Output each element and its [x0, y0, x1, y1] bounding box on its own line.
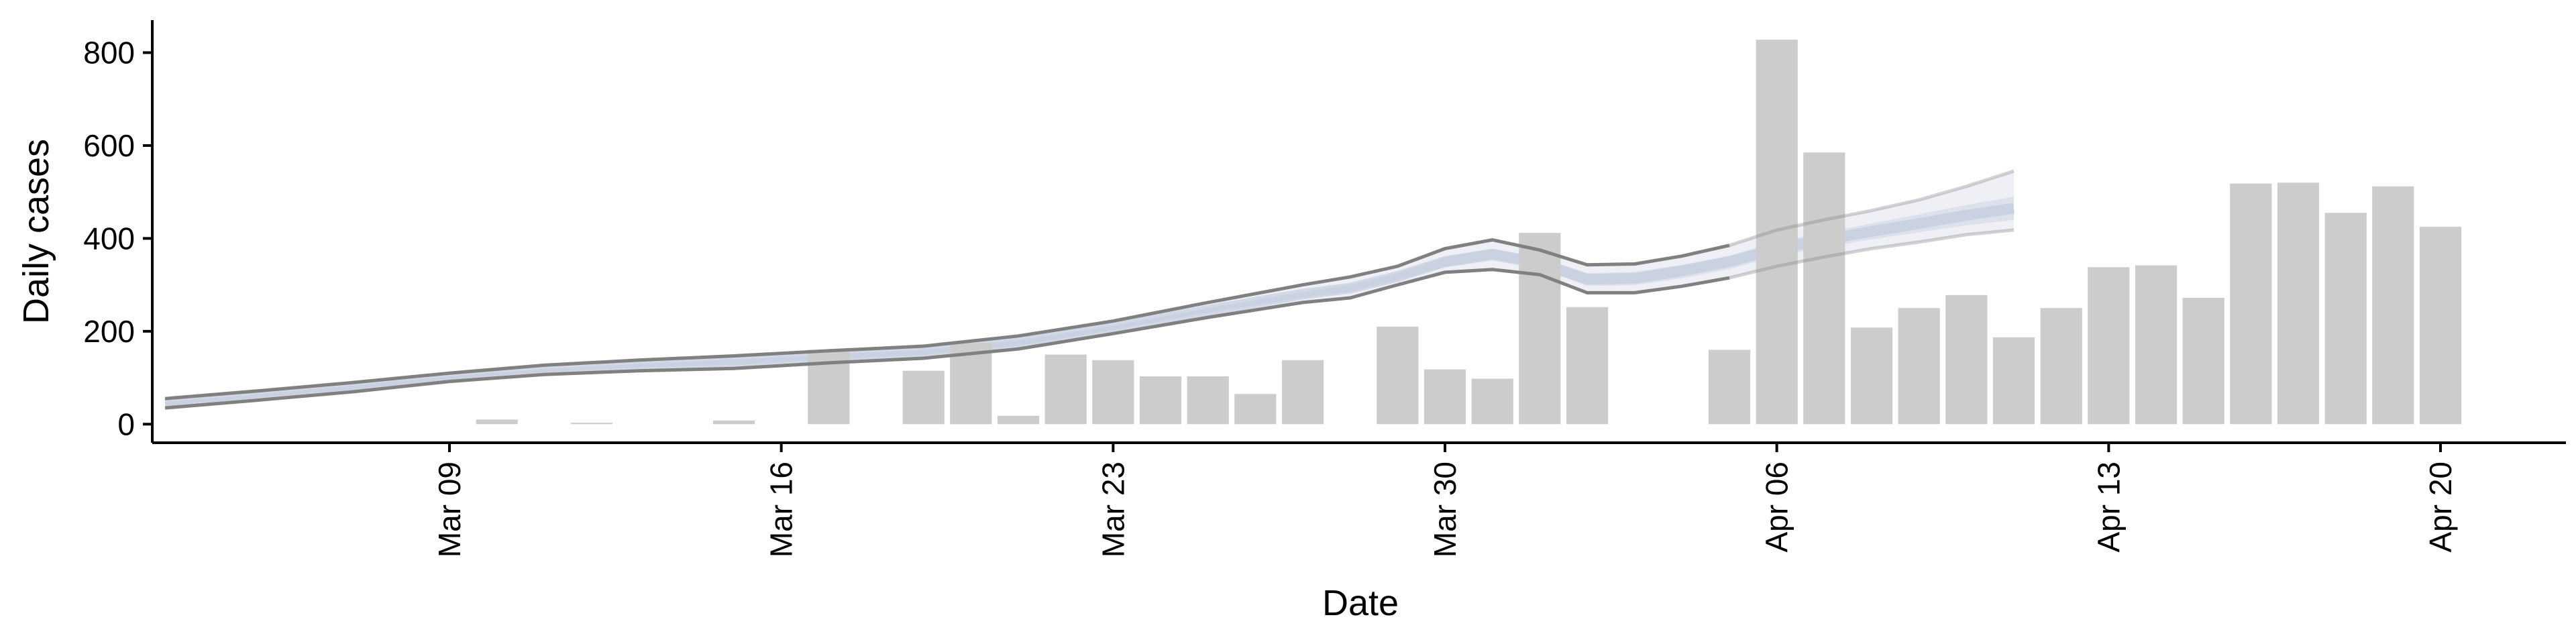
daily-case-bar — [2230, 183, 2272, 425]
ci-upper-projection-line — [1729, 169, 2015, 248]
daily-case-bar — [1708, 350, 1751, 425]
daily-case-bar — [2135, 265, 2178, 425]
daily-case-bar — [2324, 213, 2367, 425]
y-axis-ticks: 0 200 400 600 800 — [83, 35, 152, 441]
y-tick-label: 600 — [83, 128, 135, 163]
estimate-bound-lines — [164, 169, 2015, 410]
daily-case-bar — [1139, 376, 1182, 425]
ci-upper-line — [164, 237, 1730, 400]
daily-case-bar — [1850, 327, 1893, 425]
y-axis-title: Daily cases — [16, 139, 56, 324]
daily-case-bar — [2419, 227, 2462, 425]
x-tick-label: Apr 06 — [1760, 462, 1794, 553]
x-tick-label: Mar 09 — [432, 462, 467, 557]
daily-case-bar — [1281, 360, 1324, 425]
daily-case-bar — [997, 415, 1040, 425]
daily-case-bar — [1234, 394, 1277, 425]
daily-case-bar — [2040, 308, 2082, 425]
daily-case-bar — [1803, 152, 1845, 425]
daily-case-bar — [1898, 308, 1940, 425]
x-axis-title: Date — [1322, 583, 1399, 623]
daily-case-bar — [712, 420, 755, 425]
y-tick-label: 800 — [83, 35, 135, 70]
y-tick-label: 0 — [117, 407, 135, 441]
daily-case-bar — [2182, 298, 2224, 425]
daily-case-bar — [1471, 378, 1513, 425]
x-tick-label: Mar 30 — [1428, 462, 1462, 557]
ci-lower-line — [164, 268, 1730, 410]
daily-case-bar — [1756, 40, 1798, 425]
daily-case-bar — [1092, 360, 1134, 425]
daily-case-bar — [1377, 326, 1419, 425]
daily-case-bar — [1945, 294, 1988, 425]
daily-case-bar — [476, 419, 518, 425]
median-estimate-line — [164, 203, 2015, 409]
daily-case-bar — [570, 423, 613, 425]
x-axis-ticks: Mar 09 Mar 16 Mar 23 Mar 30 Apr 06 Apr 13 Apr … — [432, 443, 2458, 557]
axes — [151, 20, 2566, 444]
daily-case-bars — [476, 40, 2462, 425]
daily-case-bar — [902, 370, 945, 425]
x-tick-label: Mar 23 — [1095, 462, 1130, 557]
daily-case-bar — [1519, 233, 1561, 425]
daily-case-bar — [2088, 267, 2130, 425]
x-tick-label: Apr 13 — [2091, 462, 2126, 553]
ci-lower-projection-line — [1729, 228, 2015, 280]
daily-case-bar — [2277, 182, 2320, 425]
daily-case-bar — [1992, 337, 2035, 425]
x-tick-label: Mar 16 — [764, 462, 799, 557]
daily-case-bar — [1424, 369, 1466, 425]
daily-case-bar — [1187, 376, 1229, 425]
y-tick-label: 400 — [83, 221, 135, 256]
y-tick-label: 200 — [83, 314, 135, 349]
daily-case-bar — [2372, 186, 2414, 425]
daily-case-bar — [1566, 307, 1609, 425]
x-tick-label: Apr 20 — [2423, 462, 2458, 553]
daily-case-bar — [1044, 354, 1087, 425]
